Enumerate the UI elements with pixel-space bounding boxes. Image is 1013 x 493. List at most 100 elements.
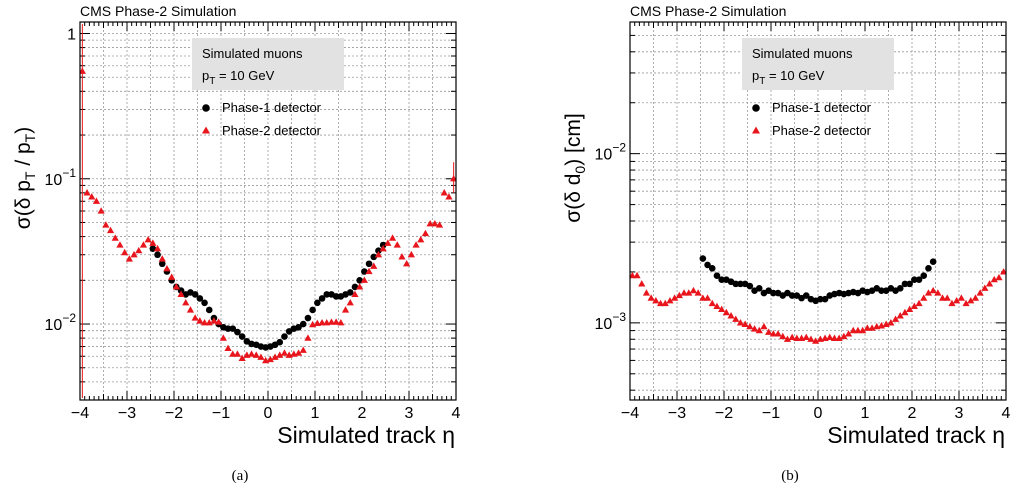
phase2-point: [393, 241, 401, 248]
phase2-point: [163, 265, 171, 272]
phase2-point: [863, 324, 871, 331]
phase2-point: [671, 294, 679, 301]
phase2-point: [694, 289, 702, 296]
panel-b-legend-line-2: pT = 10 GeV: [752, 68, 825, 87]
panel-a-legend-label-phase1: Phase-1 detector: [222, 100, 322, 115]
phase1-point: [299, 320, 307, 328]
phase2-point: [985, 280, 994, 287]
phase2-point: [80, 67, 86, 74]
phase1-point: [925, 265, 932, 272]
phase1-point: [770, 289, 777, 297]
x-tick-label: −1: [212, 405, 230, 422]
panel-a-legend-marker-phase2: [202, 126, 210, 134]
phase2-point: [182, 299, 190, 306]
phase2-point: [910, 302, 918, 310]
phase2-point: [854, 326, 862, 334]
phase1-point: [929, 258, 937, 265]
phase2-point: [356, 283, 364, 290]
phase2-point: [703, 294, 712, 301]
phase2-point: [769, 330, 777, 337]
phase2-point: [732, 315, 740, 322]
panel-a-legend: Simulated muons pT = 10 GeV Phase-1 dete…: [192, 38, 344, 138]
phase2-point: [943, 294, 951, 301]
y-tick-label: 10−2: [45, 311, 77, 334]
phase2-point: [849, 326, 857, 334]
phase1-point: [802, 292, 810, 299]
panel-b-frame: [629, 21, 1007, 401]
phase2-point: [953, 297, 961, 304]
phase1-point: [699, 255, 707, 262]
phase2-point: [280, 349, 289, 356]
y-tick-label: 1: [67, 27, 76, 44]
phase2-point: [445, 193, 453, 200]
phase2-point: [976, 289, 984, 296]
phase2-point: [807, 335, 815, 342]
phase2-point: [675, 291, 683, 299]
phase2-point: [450, 174, 456, 182]
phase1-point: [755, 285, 763, 292]
phase2-point: [412, 241, 420, 248]
phase2-point: [765, 328, 773, 335]
phase2-point: [755, 326, 763, 334]
phase2-point: [661, 299, 669, 307]
x-tick-label: 2: [908, 405, 917, 422]
phase2-point: [92, 197, 101, 204]
phase2-point: [830, 334, 839, 341]
phase2-point: [233, 350, 242, 357]
phase2-point: [196, 317, 204, 324]
phase2-point: [135, 246, 143, 254]
phase2-point: [689, 286, 698, 294]
phase2-point: [360, 276, 368, 283]
phase2-point: [891, 315, 900, 322]
phase2-point: [783, 335, 792, 342]
phase1-point: [915, 276, 923, 283]
phase2-point: [915, 299, 923, 307]
panel-a: CMS Phase-2 Simulation −4 −3 −2 −1 0 1 2 3 4 10−2…: [12, 3, 461, 484]
x-tick-label: 3: [405, 405, 414, 422]
phase2-point: [812, 337, 820, 344]
phase1-point: [318, 295, 326, 302]
phase2-point: [741, 320, 749, 327]
x-tick-label: −2: [165, 405, 183, 422]
phase1-point: [370, 253, 378, 261]
phase2-point: [294, 349, 303, 356]
phase2-point: [388, 234, 397, 241]
phase2-point: [144, 236, 152, 243]
phase2-point: [788, 333, 796, 341]
phase1-point: [821, 295, 829, 303]
phase2-point: [844, 330, 853, 337]
panel-b-ticks: −4 −3 −2 −1 0 1 2 3 4 10−3 10−2: [595, 21, 1011, 422]
phase1-point: [309, 306, 316, 314]
x-tick-label: 3: [955, 405, 964, 422]
phase2-point: [859, 326, 867, 334]
phase1-point: [224, 325, 232, 332]
phase2-point: [746, 322, 754, 330]
phase2-point: [901, 308, 909, 316]
phase2-point: [896, 312, 904, 319]
x-tick-label: −4: [71, 405, 89, 422]
phase2-point: [887, 319, 895, 326]
phase1-point: [817, 295, 824, 303]
phase2-point: [924, 289, 933, 296]
phase2-point: [1000, 268, 1006, 275]
phase2-point: [247, 350, 256, 357]
phase1-point: [713, 272, 721, 279]
panel-a-legend-line-1: Simulated muons: [202, 46, 303, 61]
phase2-point: [840, 332, 848, 340]
phase2-point: [327, 318, 336, 325]
panel-a-legend-line-2: pT = 10 GeV: [202, 68, 275, 87]
phase2-point: [417, 236, 425, 243]
panel-a-xlabel: Simulated track η: [277, 422, 455, 448]
y-tick-label: 10−2: [595, 141, 627, 164]
phase2-point: [370, 262, 378, 269]
phase2-point: [384, 239, 392, 246]
phase1-point: [732, 280, 740, 288]
phase2-point: [774, 330, 782, 337]
phase1-point: [154, 251, 161, 259]
x-tick-label: 0: [264, 405, 273, 422]
x-tick-label: 4: [1002, 405, 1011, 422]
phase2-point: [802, 333, 810, 341]
phase2-point: [760, 322, 768, 330]
phase1-point: [878, 287, 885, 294]
